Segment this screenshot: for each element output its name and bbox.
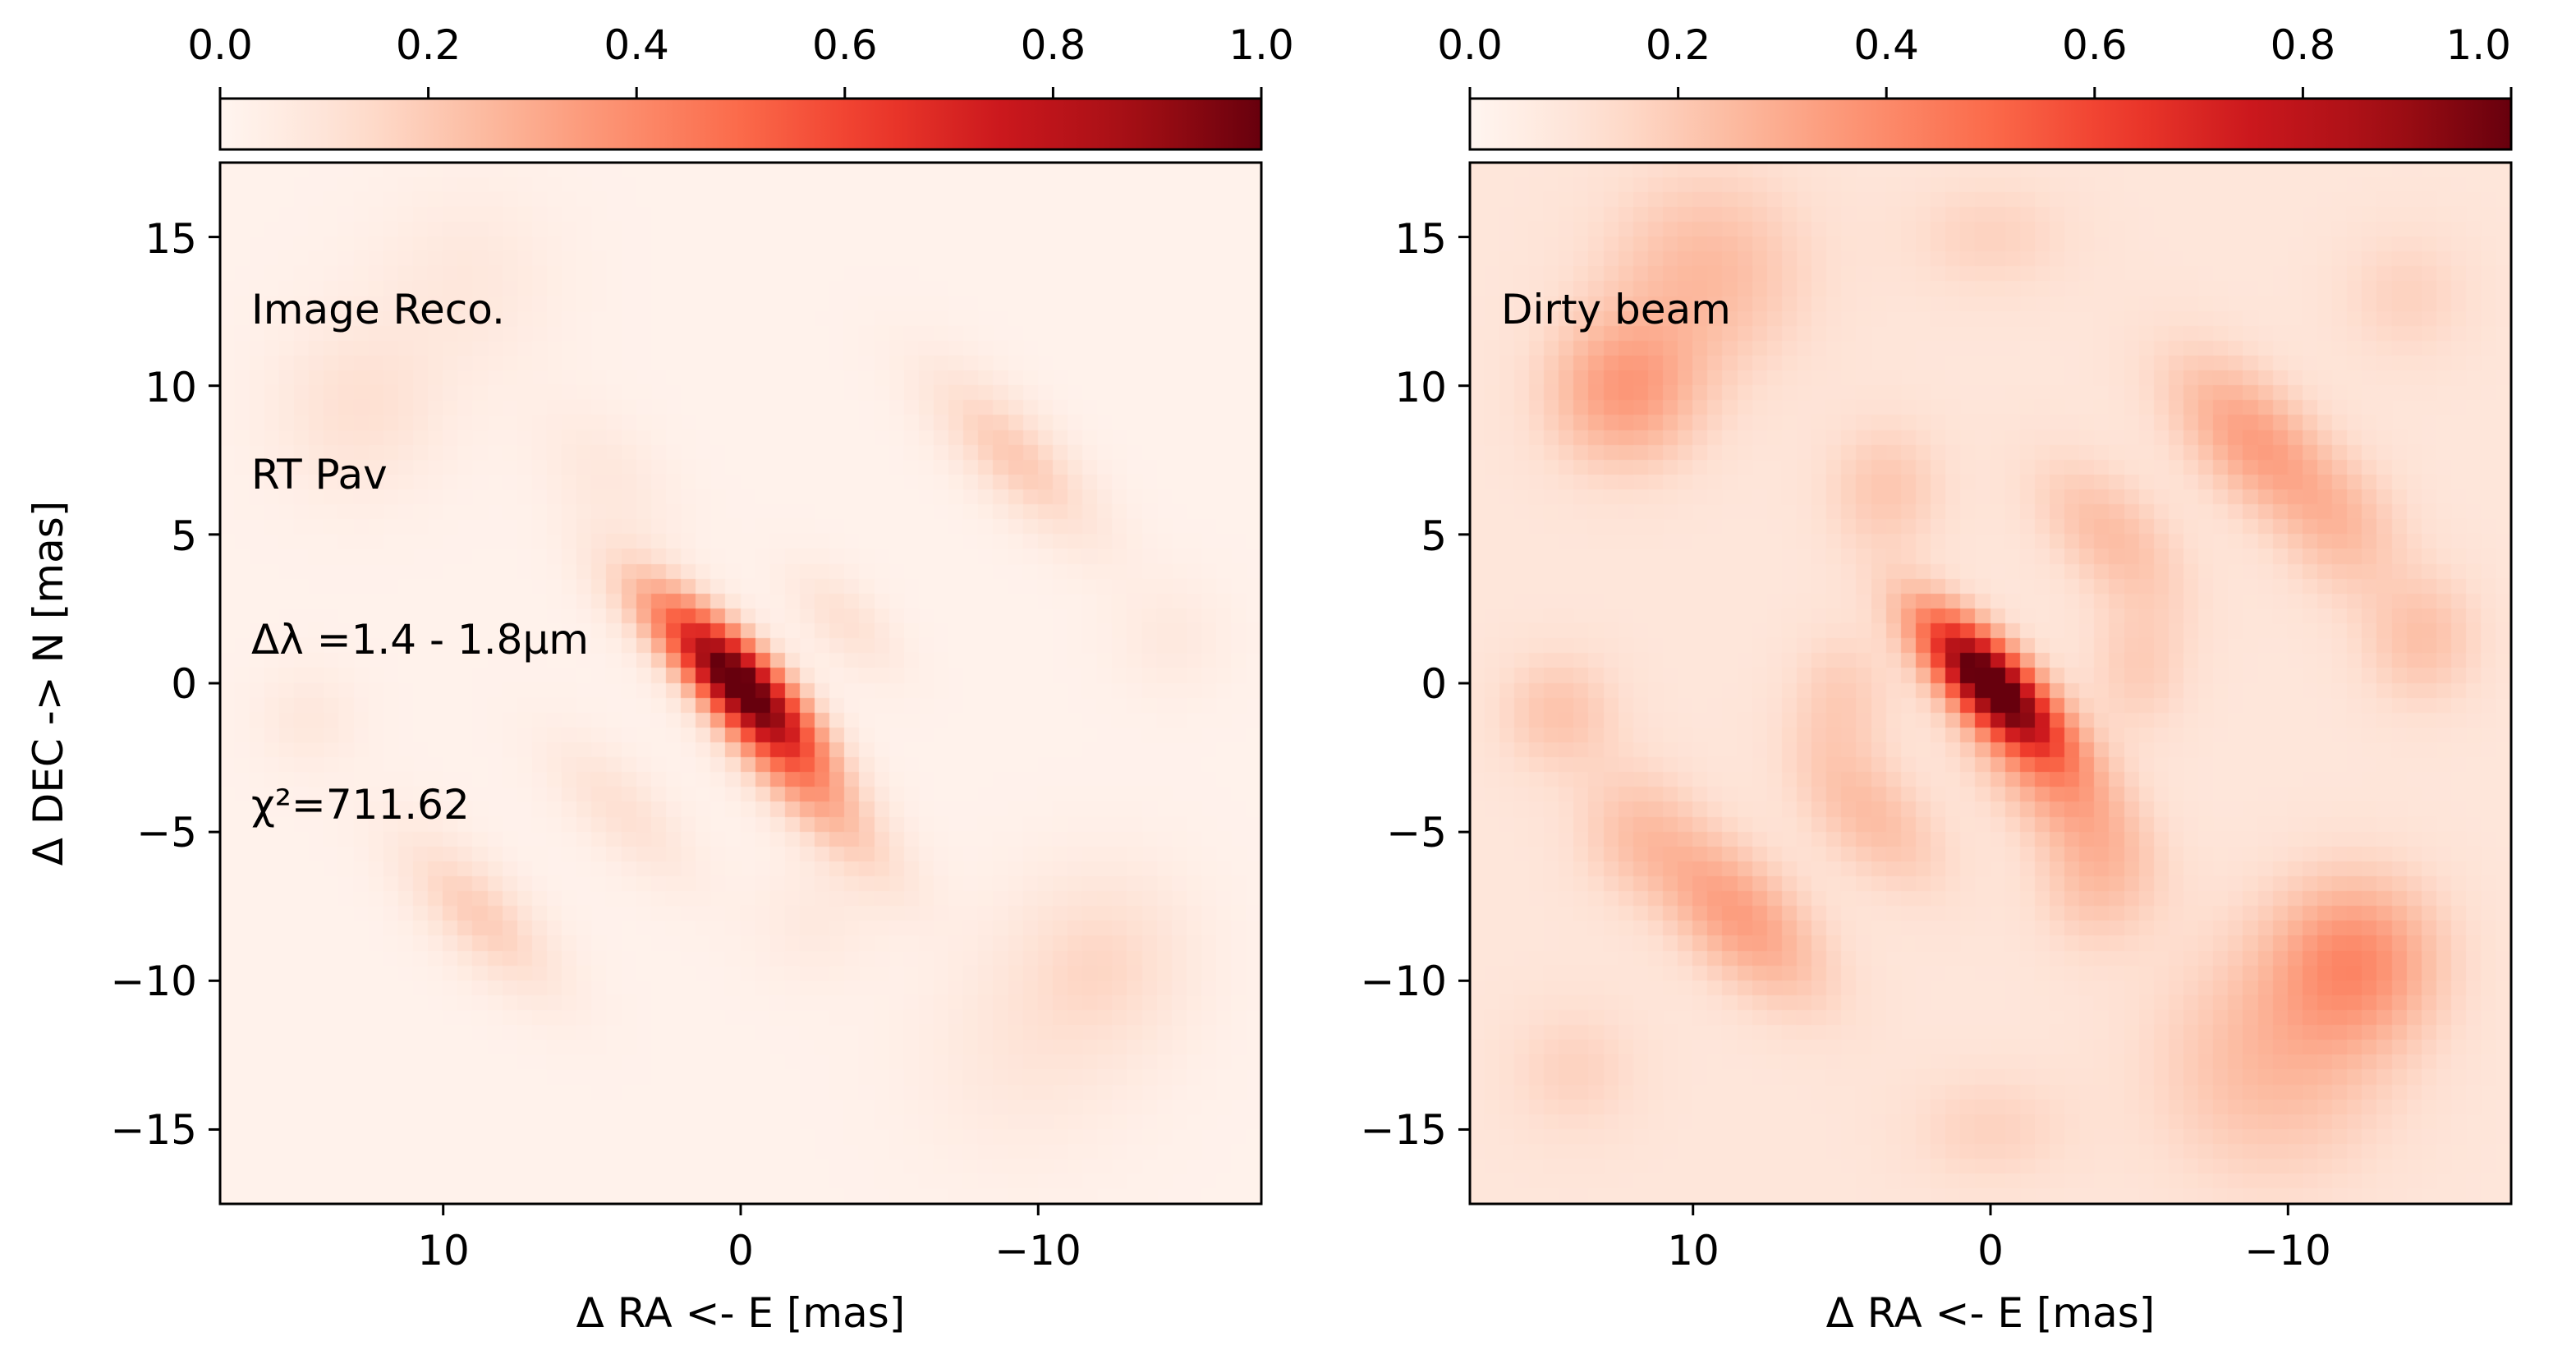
colorbar-tick-label: 0.4 [604, 21, 669, 69]
y-tick-label: 15 [145, 215, 197, 263]
y-tick-label: −10 [110, 958, 197, 1005]
y-tick-label: 5 [1421, 512, 1447, 560]
annotation-object-name: RT Pav [251, 451, 388, 498]
y-tick-label: −5 [136, 809, 197, 857]
x-tick-label: −10 [994, 1227, 1081, 1274]
colorbar-frame [218, 97, 1263, 151]
annotation-image-reco: Image Reco. [251, 286, 505, 333]
y-axis-label: Δ DEC -> N [mas] [25, 501, 72, 866]
colorbar: 0.0 0.2 0.4 0.6 0.8 1.0 [187, 21, 1294, 151]
colorbar-tick-label: 0.4 [1853, 21, 1919, 69]
heatmap-image [1470, 163, 2511, 1204]
x-tick-label: 0 [1977, 1227, 2004, 1274]
colorbar-tick-label: 0.0 [187, 21, 253, 69]
x-axis-label: Δ RA <- E [mas] [1826, 1289, 2156, 1337]
y-tick-label: −15 [110, 1106, 197, 1154]
x-tick-label: −10 [2244, 1227, 2331, 1274]
y-tick-label: 15 [1394, 215, 1447, 263]
colorbar-tick-label: 0.2 [396, 21, 461, 69]
colorbar-tick-label: 0.2 [1646, 21, 1711, 69]
heatmap-area [1470, 163, 2511, 1204]
y-tick-label: −15 [1360, 1106, 1447, 1154]
colorbar: 0.0 0.2 0.4 0.6 0.8 1.0 [1437, 21, 2513, 151]
annotation-wavelength: Δλ =1.4 - 1.8μm [251, 616, 589, 664]
dirty-beam-panel: 0.0 0.2 0.4 0.6 0.8 1.0 15 10 5 0 −5 −10… [1360, 21, 2513, 1337]
x-axis-label: Δ RA <- E [mas] [576, 1289, 906, 1337]
colorbar-tick-label: 1.0 [1228, 21, 1294, 69]
colorbar-fill [1470, 99, 2511, 149]
y-tick-label: 5 [171, 512, 197, 560]
y-tick-label: 10 [145, 364, 197, 411]
image-reconstruction-panel: 0.0 0.2 0.4 0.6 0.8 1.0 15 10 5 0 −5 −10… [25, 21, 1294, 1337]
colorbar-tick-label: 0.6 [2062, 21, 2128, 69]
heatmap-image [220, 163, 1261, 1204]
x-tick-label: 10 [417, 1227, 470, 1274]
colorbar-tick-label: 0.0 [1437, 21, 1503, 69]
colorbar-tick-label: 0.8 [2271, 21, 2336, 69]
heatmap-area [220, 163, 1261, 1204]
colorbar-tick-label: 0.6 [812, 21, 878, 69]
colorbar-fill [220, 99, 1261, 149]
y-tick-label: 0 [171, 660, 197, 708]
colorbar-frame [1468, 97, 2513, 151]
colorbar-tick-label: 1.0 [2445, 21, 2511, 69]
colorbar-tick-label: 0.8 [1021, 21, 1086, 69]
y-tick-label: −10 [1360, 958, 1447, 1005]
annotation-dirty-beam: Dirty beam [1501, 286, 1731, 333]
annotation-chi-squared: χ²=711.62 [251, 781, 470, 829]
x-tick-label: 0 [728, 1227, 754, 1274]
y-tick-label: −5 [1386, 809, 1447, 857]
y-tick-label: 10 [1394, 364, 1447, 411]
y-tick-label: 0 [1421, 660, 1447, 708]
x-tick-label: 10 [1667, 1227, 1720, 1274]
